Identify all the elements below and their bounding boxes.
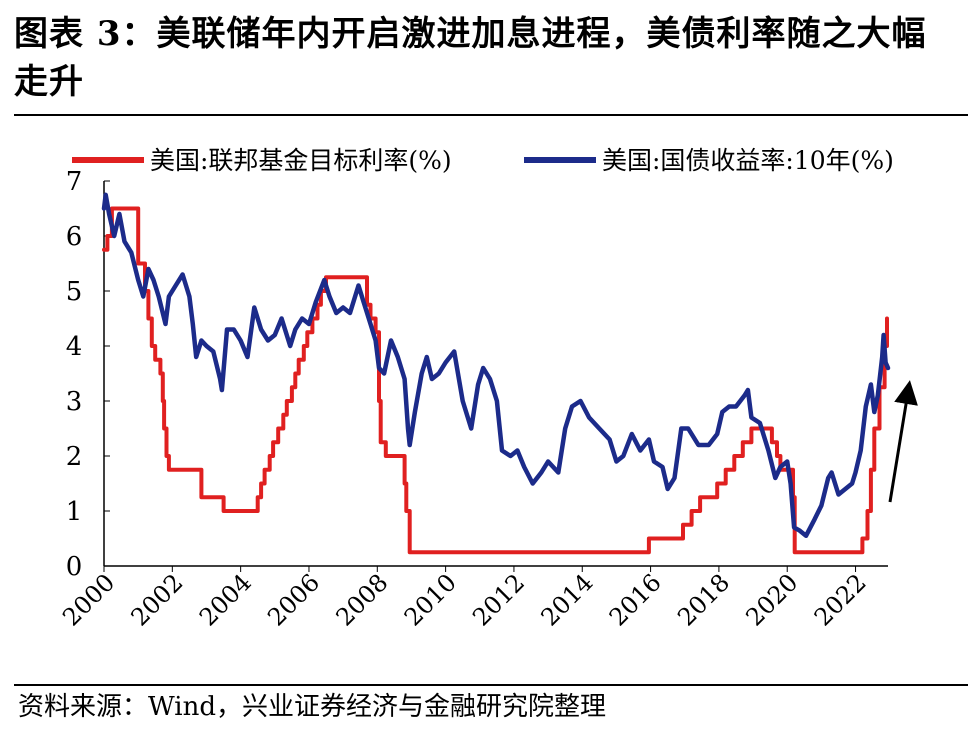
legend: 美国:联邦基金目标利率(%) 美国:国债收益率:10年(%) [72, 146, 894, 175]
legend-label-2: 美国:国债收益率:10年(%) [602, 146, 894, 175]
legend-label-1: 美国:联邦基金目标利率(%) [150, 146, 452, 175]
x-tick-label: 2002 [126, 568, 189, 631]
x-tick-label: 2018 [672, 568, 735, 631]
x-tick-label: 2016 [604, 568, 667, 631]
plot-frame [103, 181, 888, 567]
x-tick-label: 2010 [399, 568, 462, 631]
y-tick-label: 0 [66, 552, 83, 582]
y-tick-label: 6 [66, 222, 83, 252]
x-tick-label: 2022 [809, 568, 872, 631]
annotation-layer [888, 380, 918, 503]
x-tick-label: 2008 [331, 568, 394, 631]
x-tick-label: 2012 [467, 568, 530, 631]
figure-title: 图表 3：美联储年内开启激进加息进程，美债利率随之大幅走升 [14, 14, 927, 102]
x-tick-label: 2006 [262, 568, 325, 631]
treasury-10y-yield-line [101, 192, 891, 539]
y-tick-label: 3 [66, 387, 83, 417]
source-rule [14, 684, 968, 686]
x-tick-label: 2004 [194, 568, 257, 631]
series-layer [101, 192, 891, 555]
y-tick-label: 1 [66, 497, 83, 527]
y-tick-label: 4 [66, 332, 83, 362]
x-tick-label: 2020 [740, 568, 803, 631]
y-tick-label: 2 [66, 442, 83, 472]
x-tick-label: 2014 [536, 568, 599, 631]
y-tick-label: 7 [66, 167, 83, 197]
y-tick-label: 5 [66, 277, 83, 307]
up-arrow-icon [888, 380, 918, 503]
source-note: 资料来源：Wind，兴业证券经济与金融研究院整理 [18, 692, 606, 722]
title-rule [14, 114, 968, 116]
